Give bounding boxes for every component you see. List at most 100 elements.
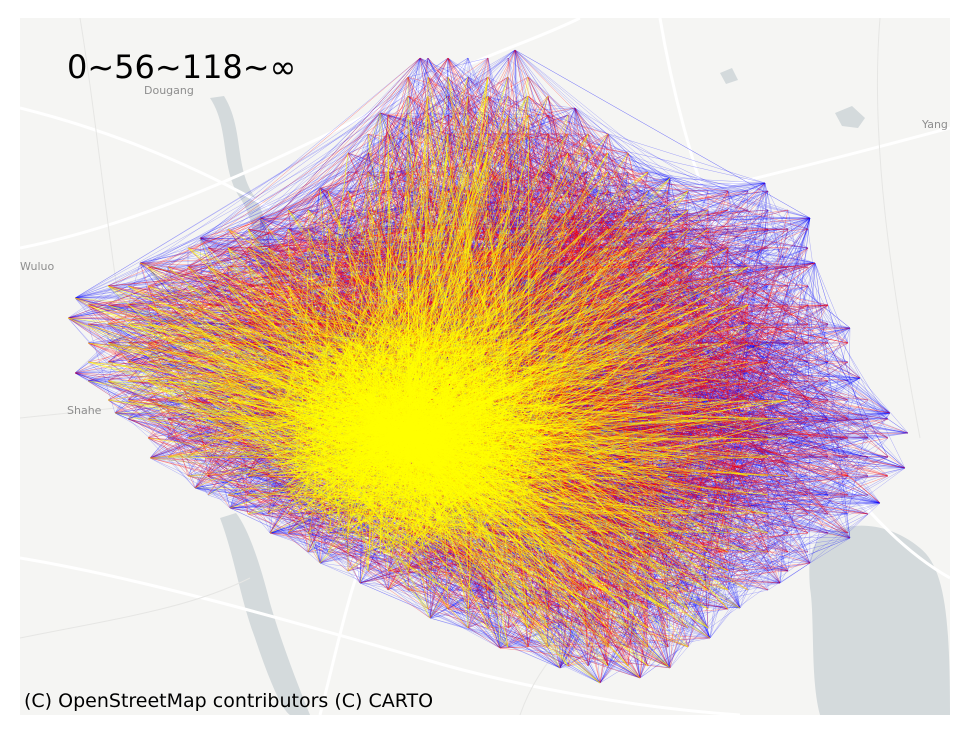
flow-line (767, 323, 849, 363)
flow-line (747, 342, 849, 401)
flow-line (447, 57, 829, 420)
flow-line (587, 589, 629, 610)
flow-line (467, 513, 609, 610)
flow-line (727, 247, 749, 344)
flow-line (247, 266, 589, 287)
flow-line (507, 608, 729, 648)
flow-line (787, 380, 849, 401)
flow-line (387, 114, 409, 154)
flow-line (547, 342, 689, 648)
flow-line (139, 133, 429, 264)
flow-line (587, 513, 811, 564)
flow-line (727, 190, 769, 268)
flow-line (807, 262, 816, 382)
flow-line (587, 475, 749, 534)
flow-line (647, 190, 669, 591)
flow-line (607, 190, 789, 363)
flow-line (727, 266, 749, 553)
flow-line (627, 323, 869, 496)
flow-line (727, 437, 829, 534)
flow-line (547, 114, 569, 211)
flow-line (247, 494, 509, 648)
flow-line (607, 171, 749, 192)
flow-line (727, 437, 889, 610)
flow-line (627, 285, 729, 344)
flow-line (607, 266, 789, 572)
flow-line (667, 475, 729, 515)
flow-line (427, 190, 769, 401)
flow-line (587, 133, 729, 420)
flow-line (727, 190, 789, 325)
flow-line (167, 228, 709, 268)
flow-line (567, 266, 669, 534)
flow-line (667, 182, 766, 268)
flow-line (447, 513, 849, 572)
flow-line (807, 266, 849, 477)
flow-line (387, 190, 529, 211)
flow-line (687, 380, 749, 401)
flow-line (447, 114, 809, 287)
flow-line (647, 532, 669, 648)
flow-line (627, 589, 649, 648)
flow-line (687, 228, 809, 249)
flow-line (747, 494, 849, 534)
flow-line (607, 152, 749, 477)
flow-line (287, 209, 749, 534)
flow-line (247, 76, 449, 268)
flow-line (707, 247, 809, 344)
flow-line (727, 190, 789, 496)
flow-line (767, 209, 829, 439)
flow-line (447, 608, 549, 648)
flow-line (627, 247, 729, 268)
flow-line (607, 532, 789, 610)
flow-line (687, 247, 709, 420)
flow-line (487, 152, 549, 192)
flow-line (419, 57, 629, 287)
flow-line (507, 152, 569, 268)
flow-line (787, 361, 849, 401)
flow-line (667, 177, 671, 458)
flow-line (607, 152, 709, 591)
flow-line (527, 114, 749, 268)
flow-line (667, 513, 749, 534)
flow-line (607, 152, 809, 553)
flow-line (427, 76, 809, 363)
flow-line (547, 114, 689, 249)
flow-line (507, 95, 769, 344)
flow-line (527, 266, 789, 287)
small-lake-2 (720, 68, 738, 84)
flow-line (727, 190, 749, 591)
flow-line (747, 247, 909, 434)
flow-line (207, 285, 269, 306)
flow-line (627, 456, 671, 669)
flow-line (447, 114, 829, 363)
od-flow-map[interactable] (20, 18, 950, 715)
flow-line (687, 247, 829, 458)
flow-line (607, 133, 729, 382)
flow-line (467, 532, 489, 610)
flow-line (447, 171, 741, 609)
flow-line (427, 114, 811, 219)
flow-line (607, 209, 749, 496)
flow-line (727, 209, 769, 268)
flow-line (607, 247, 789, 439)
flow-line (787, 262, 816, 287)
flow-line (627, 304, 849, 382)
river-water (210, 96, 282, 288)
flow-line (587, 285, 609, 306)
flow-line (599, 475, 749, 684)
flow-line (514, 49, 749, 534)
flow-line (547, 266, 711, 639)
flow-line (827, 475, 869, 534)
flow-line (127, 247, 409, 306)
flow-line (567, 418, 769, 591)
map-canvas[interactable]: Dougang Wuluo Shahe Yang 0~56~118~∞ (C) … (20, 18, 950, 715)
flow-line (207, 475, 269, 515)
flow-line (427, 57, 689, 610)
flow-line (647, 361, 689, 382)
flow-line (527, 171, 749, 230)
flow-line (527, 475, 649, 534)
flow-line (687, 228, 749, 268)
flow-line (367, 152, 589, 344)
flow-line (587, 228, 689, 420)
